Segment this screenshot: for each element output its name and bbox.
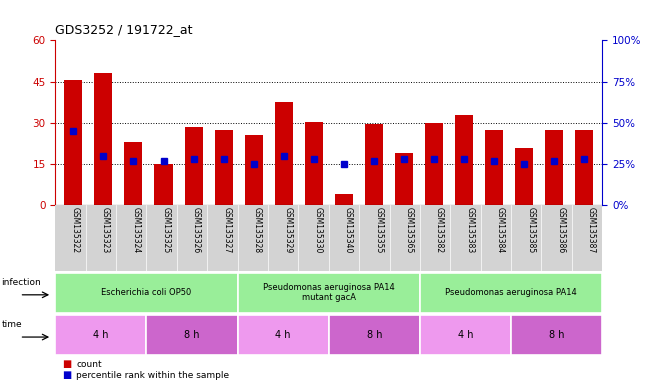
- Text: GSM135382: GSM135382: [435, 207, 444, 253]
- Bar: [238, 273, 420, 313]
- Bar: [420, 315, 511, 355]
- Text: GSM135324: GSM135324: [132, 207, 140, 253]
- Bar: [238, 315, 329, 355]
- Text: GSM135325: GSM135325: [161, 207, 171, 253]
- Text: GSM135387: GSM135387: [587, 207, 596, 253]
- Text: GSM135340: GSM135340: [344, 207, 353, 253]
- Bar: [575, 130, 593, 205]
- Text: GSM135384: GSM135384: [496, 207, 505, 253]
- Bar: [335, 194, 353, 205]
- Bar: [184, 127, 202, 205]
- Bar: [64, 80, 83, 205]
- Text: GSM135326: GSM135326: [192, 207, 201, 253]
- Text: Pseudomonas aeruginosa PA14: Pseudomonas aeruginosa PA14: [445, 288, 577, 297]
- Bar: [329, 315, 420, 355]
- Text: 4 h: 4 h: [458, 330, 473, 340]
- Text: 4 h: 4 h: [93, 330, 109, 340]
- Bar: [485, 130, 503, 205]
- Text: GSM135365: GSM135365: [405, 207, 413, 253]
- Bar: [455, 115, 473, 205]
- Text: Escherichia coli OP50: Escherichia coli OP50: [102, 288, 191, 297]
- Text: time: time: [1, 321, 22, 329]
- Text: infection: infection: [1, 278, 41, 287]
- Bar: [425, 123, 443, 205]
- Text: GSM135385: GSM135385: [526, 207, 535, 253]
- Bar: [245, 135, 262, 205]
- Text: GSM135329: GSM135329: [283, 207, 292, 253]
- Text: GSM135330: GSM135330: [314, 207, 322, 253]
- Bar: [215, 130, 232, 205]
- Bar: [305, 121, 323, 205]
- Text: 4 h: 4 h: [275, 330, 291, 340]
- Bar: [545, 130, 563, 205]
- Text: 8 h: 8 h: [367, 330, 382, 340]
- Text: GSM135328: GSM135328: [253, 207, 262, 253]
- Text: ■: ■: [62, 370, 71, 380]
- Bar: [154, 164, 173, 205]
- Bar: [511, 315, 602, 355]
- Bar: [395, 153, 413, 205]
- Bar: [124, 142, 143, 205]
- Bar: [55, 315, 146, 355]
- Text: ■: ■: [62, 359, 71, 369]
- Text: GSM135355: GSM135355: [374, 207, 383, 253]
- Bar: [94, 73, 113, 205]
- Bar: [146, 315, 238, 355]
- Text: 8 h: 8 h: [184, 330, 200, 340]
- Text: GSM135327: GSM135327: [223, 207, 231, 253]
- Text: 8 h: 8 h: [549, 330, 564, 340]
- Text: GSM135323: GSM135323: [101, 207, 110, 253]
- Text: percentile rank within the sample: percentile rank within the sample: [76, 371, 229, 380]
- Text: GSM135386: GSM135386: [557, 207, 566, 253]
- Bar: [515, 148, 533, 205]
- Text: count: count: [76, 360, 102, 369]
- Bar: [275, 102, 293, 205]
- Text: Pseudomonas aeruginosa PA14
mutant gacA: Pseudomonas aeruginosa PA14 mutant gacA: [263, 283, 395, 303]
- Bar: [420, 273, 602, 313]
- Text: GDS3252 / 191722_at: GDS3252 / 191722_at: [55, 23, 193, 36]
- Text: GSM135322: GSM135322: [70, 207, 79, 253]
- Text: GSM135383: GSM135383: [465, 207, 475, 253]
- Bar: [55, 273, 238, 313]
- Bar: [365, 124, 383, 205]
